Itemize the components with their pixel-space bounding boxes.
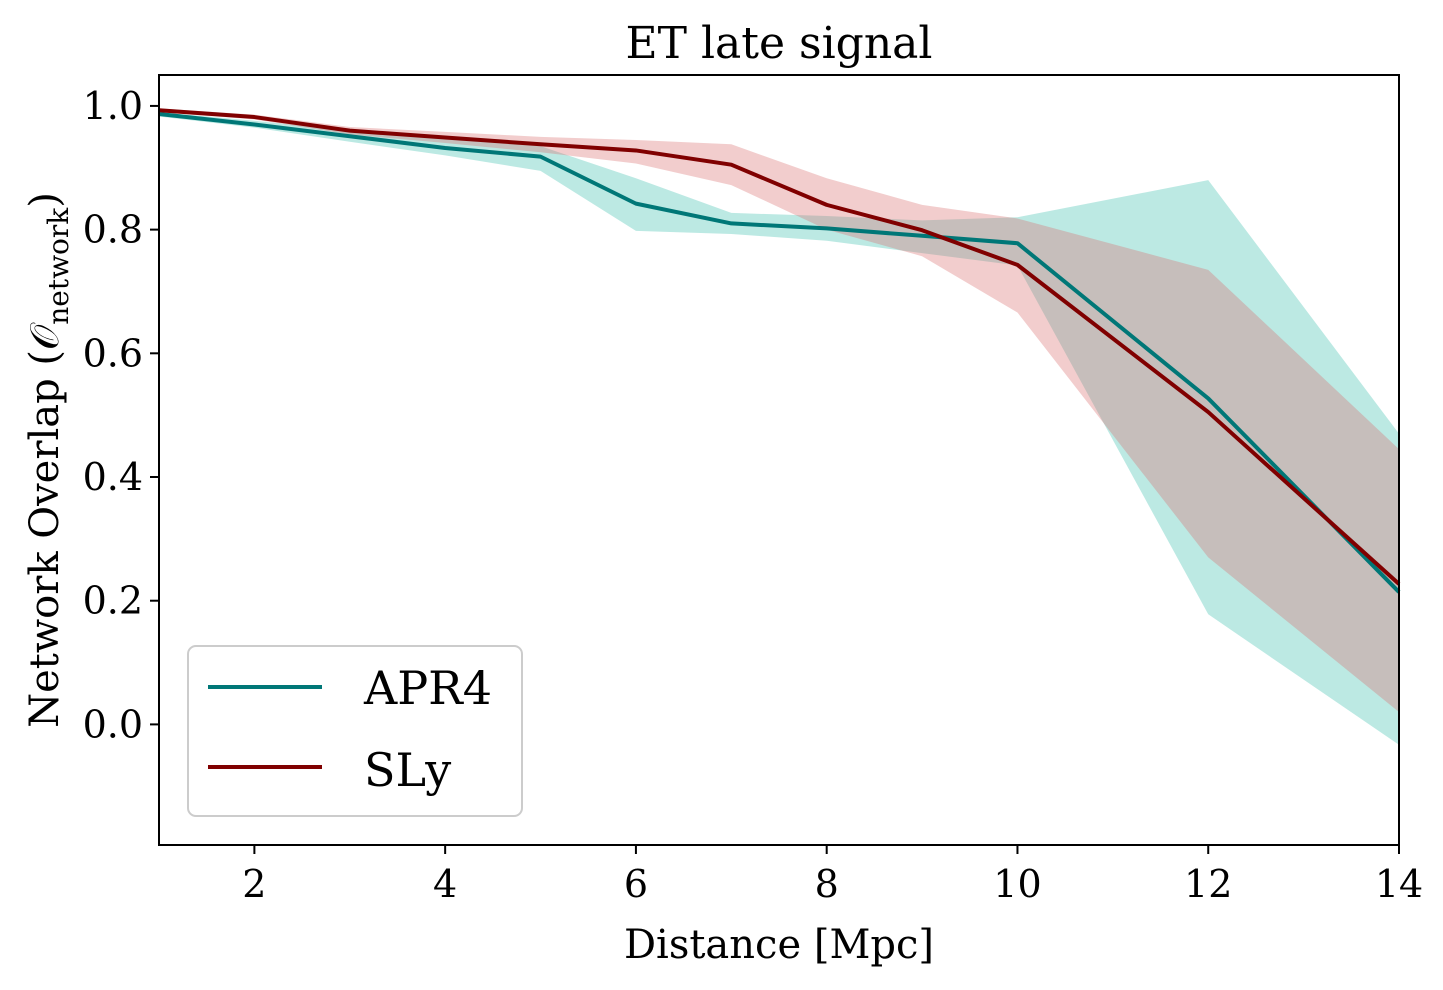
y-axis-label-subscript: network	[42, 207, 75, 325]
x-tick-label: 2	[242, 862, 266, 906]
band-apr4	[159, 112, 1399, 745]
y-axis-ticks: 0.0 0.2 0.4 0.6 0.8 1.0	[83, 84, 159, 746]
band-sly	[159, 108, 1399, 713]
x-tick-label: 6	[624, 862, 648, 906]
confidence-bands	[159, 108, 1399, 745]
series-lines	[158, 108, 1401, 594]
y-tick-label: 0.0	[83, 702, 143, 746]
y-axis-label-close: )	[22, 192, 68, 208]
x-axis-label: Distance [Mpc]	[624, 922, 934, 968]
x-tick-label: 12	[1184, 862, 1232, 906]
y-tick-label: 0.6	[83, 331, 143, 375]
y-tick-label: 1.0	[83, 84, 143, 128]
legend-label-apr4: APR4	[363, 661, 492, 715]
line-sly	[158, 108, 1401, 586]
plot-frame	[158, 74, 1400, 846]
x-tick-label: 4	[433, 862, 457, 906]
chart-title: ET late signal	[626, 18, 933, 69]
y-tick-label: 0.4	[83, 455, 143, 499]
y-tick-label: 0.2	[83, 579, 143, 623]
line-apr4	[158, 111, 1401, 594]
legend: APR4 SLy	[187, 645, 523, 817]
x-tick-label: 10	[993, 862, 1041, 906]
x-tick-label: 14	[1375, 862, 1423, 906]
y-axis-label-main: Network Overlap (𝒪	[22, 322, 68, 728]
x-tick-label: 8	[815, 862, 839, 906]
x-axis-ticks: 2 4 6 8 10 12 14	[242, 845, 1423, 906]
legend-label-sly: SLy	[364, 743, 451, 797]
y-axis-label: Network Overlap (𝒪network)	[22, 192, 75, 728]
y-tick-label: 0.8	[83, 208, 143, 252]
